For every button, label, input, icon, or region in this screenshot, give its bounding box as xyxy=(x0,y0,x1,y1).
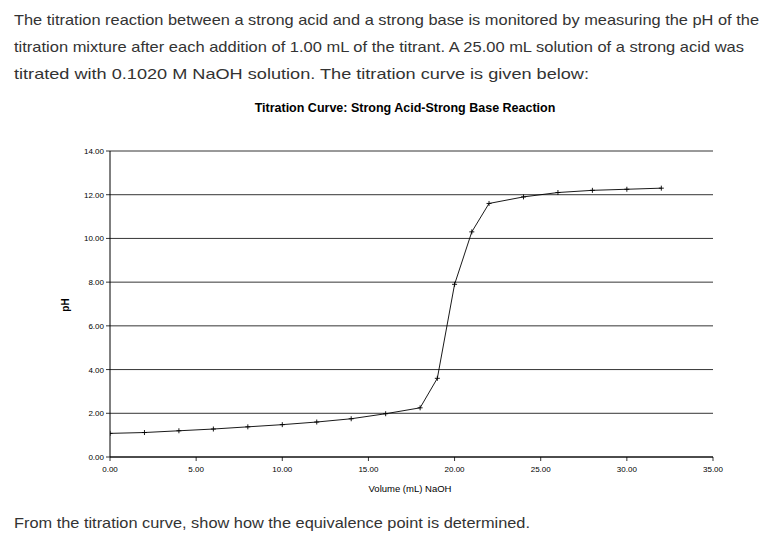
x-tick xyxy=(196,457,197,461)
x-tick xyxy=(454,457,455,461)
intro-text: titration mixture after each addition of… xyxy=(14,38,744,55)
data-point xyxy=(590,188,595,193)
grid-line xyxy=(110,369,713,370)
x-tick-label: 0.00 xyxy=(102,465,118,474)
data-point xyxy=(435,376,440,381)
data-point xyxy=(314,420,319,425)
x-tick-label: 35.00 xyxy=(703,465,724,474)
y-tick xyxy=(106,369,110,370)
x-axis-label: Volume (mL) NaOH xyxy=(369,483,452,494)
y-axis xyxy=(110,151,111,457)
y-tick-label: 2.00 xyxy=(88,409,104,418)
page: The titration reaction between a strong … xyxy=(0,0,759,555)
x-axis xyxy=(110,457,713,458)
y-tick-label: 6.00 xyxy=(88,322,104,331)
grid-line xyxy=(110,151,713,152)
x-tick xyxy=(713,457,714,461)
x-tick xyxy=(110,457,111,461)
x-tick-label: 30.00 xyxy=(617,465,638,474)
grid-line xyxy=(110,413,713,414)
x-tick xyxy=(626,457,627,461)
intro-text: The titration reaction between a strong … xyxy=(14,11,759,28)
data-point xyxy=(452,282,457,287)
data-point xyxy=(469,229,474,234)
data-point xyxy=(245,424,250,429)
series xyxy=(110,186,664,436)
x-tick-label: 10.00 xyxy=(272,465,293,474)
data-point xyxy=(418,405,423,410)
grid-line xyxy=(110,457,713,458)
grid-line xyxy=(110,238,713,239)
data-point xyxy=(280,422,285,427)
x-tick xyxy=(368,457,369,461)
intro-text: titrated with 0.1020 M NaOH solution. Th… xyxy=(14,65,589,82)
data-point xyxy=(383,411,388,416)
y-tick xyxy=(106,457,110,458)
y-tick-label: 4.00 xyxy=(88,366,104,375)
y-tick xyxy=(106,194,110,195)
y-axis-label: pH xyxy=(60,298,71,311)
grid-line xyxy=(110,194,713,195)
grid-line xyxy=(110,325,713,326)
y-tick xyxy=(106,282,110,283)
y-tick xyxy=(106,413,110,414)
y-tick-label: 0.00 xyxy=(88,453,104,462)
x-tick-label: 25.00 xyxy=(531,465,552,474)
x-tick xyxy=(540,457,541,461)
titration-line xyxy=(110,188,661,433)
y-tick xyxy=(106,151,110,152)
data-point xyxy=(142,430,147,435)
y-tick-label: 8.00 xyxy=(88,278,104,287)
y-tick-label: 14.00 xyxy=(84,147,105,156)
data-point xyxy=(555,190,560,195)
y-tick-label: 12.00 xyxy=(84,191,105,200)
y-tick xyxy=(106,325,110,326)
data-point xyxy=(176,428,181,433)
x-tick-label: 5.00 xyxy=(188,465,204,474)
x-tick xyxy=(282,457,283,461)
chart-title: Titration Curve: Strong Acid-Strong Base… xyxy=(255,101,556,115)
question-text: From the titration curve, show how the e… xyxy=(14,514,530,531)
data-point xyxy=(487,201,492,206)
y-tick-label: 10.00 xyxy=(84,234,105,243)
data-point xyxy=(110,431,113,436)
data-point xyxy=(659,186,664,191)
data-point xyxy=(349,416,354,421)
x-tick-label: 15.00 xyxy=(358,465,379,474)
data-point xyxy=(211,427,216,432)
data-point xyxy=(521,194,526,199)
grid-line xyxy=(110,282,713,283)
x-tick-label: 20.00 xyxy=(445,465,466,474)
y-tick xyxy=(106,238,110,239)
data-point xyxy=(624,187,629,192)
